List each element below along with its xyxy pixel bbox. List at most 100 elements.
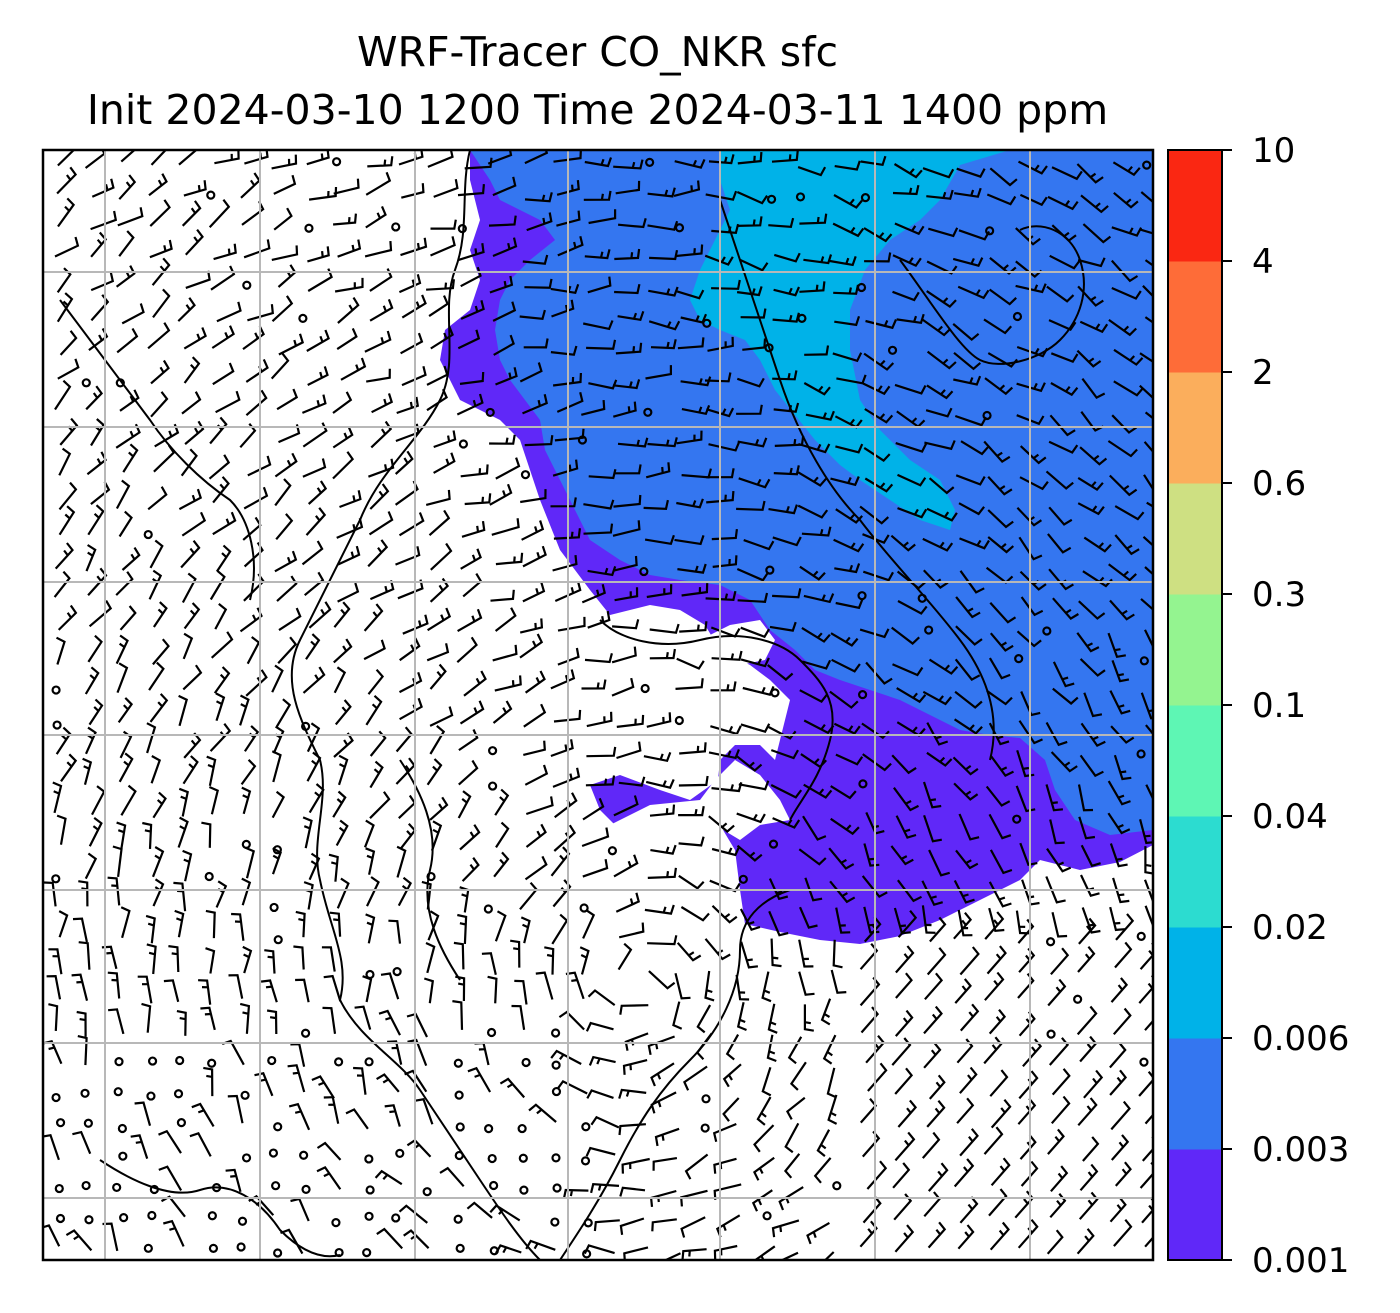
wind-barb	[290, 1042, 306, 1067]
wind-barb	[706, 468, 735, 479]
wind-barb	[588, 1055, 616, 1066]
wind-barb	[550, 739, 574, 758]
calm-wind-marker	[242, 280, 252, 290]
wind-barb	[737, 216, 763, 227]
wind-barb	[1109, 906, 1125, 932]
wind-barb	[926, 722, 949, 746]
wind-barb	[1045, 721, 1068, 747]
wind-barb	[552, 372, 582, 387]
wind-barb	[1016, 749, 1035, 778]
wind-barb	[1048, 506, 1073, 526]
wind-barb	[302, 816, 313, 849]
wind-barb	[678, 836, 705, 847]
wind-barb	[367, 156, 394, 168]
wind-barb	[430, 820, 443, 851]
wind-barb	[336, 877, 350, 909]
calm-wind-marker	[519, 1185, 529, 1195]
calm-wind-marker	[985, 226, 995, 236]
wind-barb	[588, 379, 618, 390]
wind-barb	[323, 974, 342, 1002]
wind-barb	[1079, 1163, 1099, 1192]
wind-barb	[181, 511, 207, 537]
wind-barb	[984, 971, 1005, 1001]
wind-barb	[618, 776, 646, 787]
wind-barb	[799, 689, 828, 704]
wind-barb	[805, 410, 835, 421]
wind-barb	[119, 730, 133, 759]
wind-barb	[1107, 812, 1131, 835]
wind-barb	[586, 339, 617, 350]
wind-barb	[616, 741, 642, 760]
wind-barb	[585, 775, 616, 787]
wind-barb	[550, 345, 578, 356]
wind-barb	[582, 859, 609, 878]
wind-barb	[1016, 630, 1042, 648]
wind-barb	[119, 389, 140, 412]
colorbar-tick-label: 4	[1252, 242, 1274, 282]
wind-barb	[1115, 913, 1135, 941]
calm-wind-marker	[458, 439, 469, 449]
wind-barb	[213, 243, 237, 261]
wind-barb	[892, 663, 924, 677]
calm-wind-marker	[273, 1248, 283, 1258]
wind-barb	[266, 1009, 278, 1035]
wind-barb	[736, 377, 765, 388]
wind-barb	[453, 941, 465, 970]
wind-barb	[1016, 382, 1046, 393]
calm-wind-marker	[301, 1184, 311, 1195]
calm-wind-marker	[147, 1210, 157, 1221]
wind-barb	[1083, 692, 1103, 718]
wind-barb	[487, 975, 498, 1004]
wind-barb	[1078, 816, 1096, 840]
wind-barb	[737, 592, 769, 603]
wind-barb	[274, 478, 292, 507]
wind-barb	[740, 308, 767, 319]
wind-barb	[742, 338, 767, 351]
wind-barb	[55, 726, 72, 755]
wind-barb	[457, 243, 485, 262]
wind-barb	[676, 498, 704, 509]
wind-barb	[115, 479, 131, 510]
wind-barb	[210, 631, 234, 659]
wind-barb	[985, 785, 1011, 807]
wind-barb	[927, 1162, 949, 1192]
wind-barb	[141, 1002, 152, 1033]
wind-barb	[675, 678, 704, 690]
calm-wind-marker	[550, 1028, 561, 1038]
wind-barb	[955, 849, 979, 870]
wind-barb	[306, 329, 330, 352]
wind-barb	[896, 313, 925, 325]
wind-barb	[1051, 911, 1068, 938]
wind-barb	[307, 480, 328, 505]
wind-barb	[1079, 754, 1104, 778]
wind-barb	[308, 186, 338, 201]
wind-barb	[544, 946, 555, 975]
wind-barb	[1144, 1019, 1153, 1031]
wind-barb	[365, 205, 387, 229]
coastline-8	[99, 1159, 341, 1258]
wind-barb	[615, 180, 641, 195]
wind-barb	[892, 1162, 911, 1189]
wind-barb	[387, 1040, 403, 1065]
calm-wind-marker	[112, 1182, 122, 1193]
wind-barb	[147, 486, 168, 511]
wind-barb	[429, 725, 446, 755]
wind-barb	[952, 257, 984, 268]
wind-barb	[987, 536, 1015, 554]
wind-barb	[400, 332, 424, 355]
wind-barb	[494, 607, 517, 632]
wind-barb	[646, 584, 673, 599]
calm-wind-marker	[702, 318, 712, 328]
wind-barb	[209, 570, 226, 601]
wind-barb	[1076, 349, 1102, 368]
wind-barb	[990, 1099, 1012, 1129]
wind-barb	[611, 677, 635, 697]
wind-barb	[953, 880, 975, 904]
wind-barb	[87, 634, 103, 663]
wind-barb	[1015, 785, 1036, 813]
wind-barb	[428, 295, 449, 318]
wind-barb	[643, 499, 669, 511]
wind-barb	[191, 1102, 215, 1127]
wind-barb	[583, 1244, 615, 1255]
wind-barb	[862, 753, 892, 772]
